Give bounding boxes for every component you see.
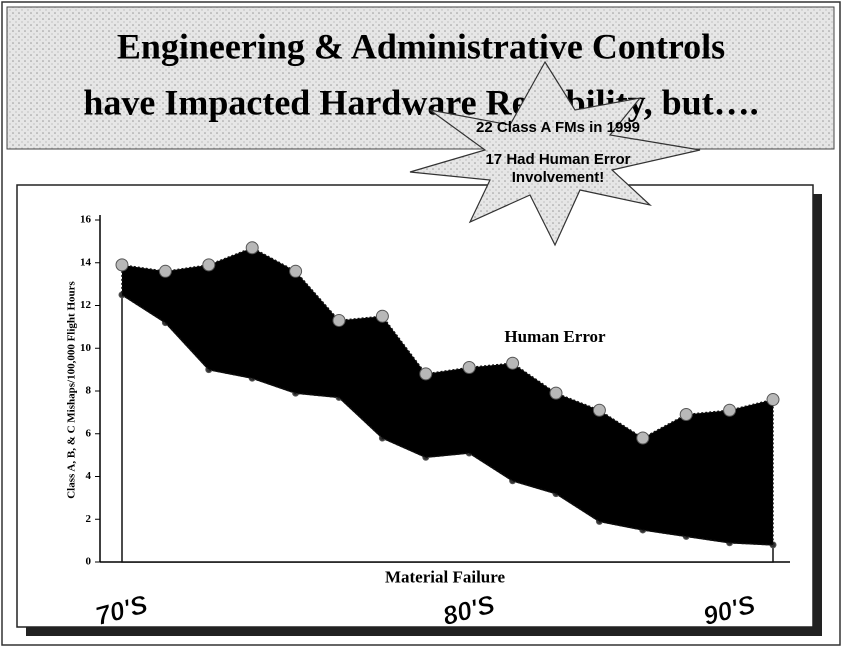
marker bbox=[115, 258, 129, 272]
marker bbox=[766, 393, 780, 407]
marker bbox=[549, 386, 563, 400]
marker bbox=[202, 258, 216, 272]
y-tick-label: 10 bbox=[80, 342, 92, 354]
marker bbox=[419, 367, 433, 381]
y-tick-label: 2 bbox=[86, 513, 92, 525]
title-line: have Impacted Hardware Reliability, but…… bbox=[83, 82, 758, 122]
y-tick-label: 6 bbox=[86, 427, 92, 439]
y-tick-label: 12 bbox=[80, 299, 92, 311]
y-tick-label: 16 bbox=[80, 214, 92, 226]
marker bbox=[375, 309, 389, 323]
title-box bbox=[6, 6, 835, 150]
marker bbox=[245, 241, 259, 255]
marker bbox=[158, 264, 172, 278]
y-tick-label: 8 bbox=[86, 385, 92, 397]
y-axis-label: Class A, B, & C Mishaps/100,000 Flight H… bbox=[66, 280, 78, 498]
starburst bbox=[409, 60, 701, 247]
annotation-text: 17 Had Human Error bbox=[485, 151, 630, 168]
marker bbox=[592, 403, 606, 417]
marker bbox=[332, 313, 346, 327]
annotation-text: Involvement! bbox=[512, 169, 605, 186]
series-label: Human Error bbox=[504, 327, 606, 346]
y-tick-label: 4 bbox=[86, 470, 92, 482]
marker bbox=[506, 356, 520, 370]
annotation-text: 22 Class A FMs in 1999 bbox=[476, 119, 640, 136]
area bbox=[121, 246, 774, 546]
marker bbox=[636, 431, 650, 445]
marker bbox=[462, 360, 476, 374]
y-tick-label: 0 bbox=[86, 556, 92, 568]
annotation: 22 Class A FMs in 1999 17 Had Human Erro… bbox=[409, 60, 701, 247]
title-line: Engineering & Administrative Controls bbox=[117, 26, 725, 66]
marker bbox=[289, 264, 303, 278]
marker bbox=[679, 408, 693, 422]
series-label: Material Failure bbox=[385, 567, 506, 586]
y-tick-label: 14 bbox=[80, 256, 92, 268]
marker bbox=[723, 403, 737, 417]
